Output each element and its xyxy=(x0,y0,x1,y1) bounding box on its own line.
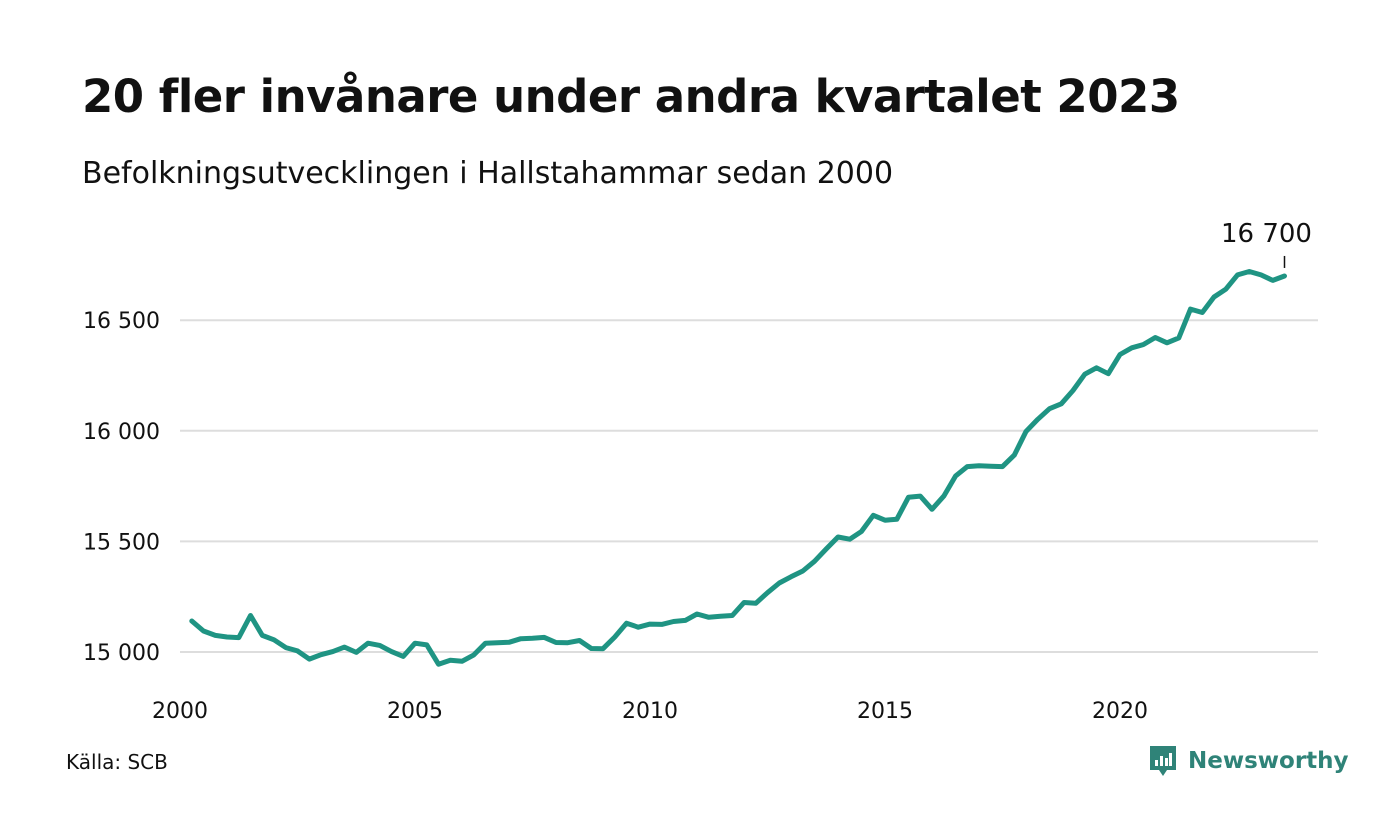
x-tick-label: 2020 xyxy=(1092,699,1148,724)
x-tick-label: 2000 xyxy=(152,699,208,724)
end-value-label: 16 700 xyxy=(1221,219,1312,249)
y-tick-label: 15 000 xyxy=(83,641,160,666)
y-tick-label: 15 500 xyxy=(83,530,160,555)
bar-chart-speech-bubble-icon xyxy=(1150,746,1176,776)
end-annotation: 16 700 xyxy=(1221,219,1312,268)
x-tick-label: 2005 xyxy=(387,699,443,724)
line-chart: 15 000 15 500 16 000 16 500 2000 2005 2010 201… xyxy=(83,219,1318,724)
y-axis-tick-labels: 15 000 15 500 16 000 16 500 xyxy=(83,309,160,666)
y-tick-label: 16 500 xyxy=(83,309,160,334)
y-tick-label: 16 000 xyxy=(83,420,160,445)
x-tick-label: 2010 xyxy=(622,699,678,724)
chart-subtitle: Befolkningsutvecklingen i Hallstahammar … xyxy=(82,156,894,191)
x-axis-tick-labels: 2000 2005 2010 2015 2020 xyxy=(152,699,1148,724)
population-series-line xyxy=(189,269,1287,667)
grid-lines xyxy=(180,319,1318,653)
brand-name: Newsworthy xyxy=(1188,748,1349,774)
source-label: Källa: SCB xyxy=(66,750,168,774)
x-tick-label: 2015 xyxy=(857,699,913,724)
chart-title: 20 fler invånare under andra kvartalet 2… xyxy=(82,70,1180,123)
newsworthy-logo[interactable]: Newsworthy xyxy=(1148,744,1349,778)
series-layer xyxy=(189,269,1287,667)
